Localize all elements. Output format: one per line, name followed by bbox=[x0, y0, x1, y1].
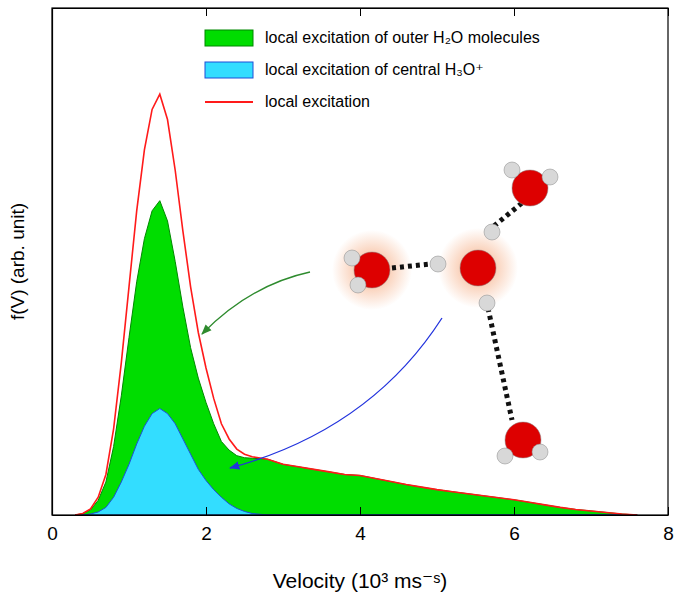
x-axis-top bbox=[53, 8, 669, 16]
pointer-arrow bbox=[230, 318, 442, 468]
plot-frame bbox=[52, 8, 668, 515]
hydrogen-atom bbox=[504, 162, 520, 178]
legend-swatch bbox=[205, 101, 253, 103]
excitation-glow bbox=[438, 228, 518, 308]
x-tick-mark bbox=[360, 507, 361, 515]
x-tick-mark bbox=[514, 507, 515, 515]
hydrogen-bond bbox=[494, 203, 522, 226]
x-tick-mark bbox=[206, 8, 207, 16]
legend: local excitation of outer H₂O molecules l… bbox=[205, 29, 540, 110]
area-series bbox=[75, 201, 637, 515]
x-tick: 6 bbox=[509, 507, 520, 544]
x-tick-label: 0 bbox=[47, 523, 58, 544]
line-series bbox=[75, 94, 637, 515]
hydrogen-atom bbox=[350, 277, 366, 293]
x-tick-label: 8 bbox=[663, 523, 674, 544]
legend-label: local excitation of central H₃O⁺ bbox=[265, 61, 484, 78]
x-tick: 4 bbox=[355, 507, 366, 544]
x-tick bbox=[360, 8, 361, 16]
hydrogen-atom bbox=[497, 448, 513, 464]
x-tick-mark bbox=[206, 507, 207, 515]
area-series bbox=[75, 409, 637, 515]
legend-swatch bbox=[205, 30, 253, 46]
hydrogen-atom bbox=[542, 169, 558, 185]
x-tick bbox=[668, 8, 669, 16]
x-tick-mark bbox=[514, 8, 515, 16]
hydrogen-atom bbox=[484, 224, 500, 240]
legend-label: local excitation of outer H₂O molecules bbox=[265, 29, 540, 46]
x-axis-line bbox=[53, 515, 669, 516]
legend-label: local excitation bbox=[265, 93, 370, 110]
hydrogen-atom bbox=[430, 256, 446, 272]
x-tick bbox=[206, 8, 207, 16]
hydrogen-bond bbox=[392, 264, 430, 268]
oxygen-atom bbox=[460, 250, 496, 286]
x-tick-label: 2 bbox=[201, 523, 212, 544]
pointer-arrow bbox=[202, 272, 310, 334]
y-axis bbox=[52, 9, 53, 516]
chart: 0 2 4 6 8 Velocity (10³ ms⁻ˢ) f(V) (arb. unit)… bbox=[0, 0, 684, 610]
y-axis-line bbox=[52, 9, 53, 516]
x-tick-label: 4 bbox=[355, 523, 366, 544]
x-tick-mark bbox=[668, 507, 669, 515]
hydrogen-atom bbox=[532, 444, 548, 460]
x-tick-mark bbox=[668, 8, 669, 16]
molecule-illustration bbox=[202, 162, 558, 468]
hydrogen-bond bbox=[488, 308, 512, 420]
x-tick: 8 bbox=[663, 507, 674, 544]
x-tick-mark bbox=[360, 8, 361, 16]
marks bbox=[75, 94, 637, 515]
x-tick: 2 bbox=[201, 507, 212, 544]
x-tick bbox=[514, 8, 515, 16]
hydrogen-atom bbox=[344, 250, 360, 266]
excitation-glow bbox=[332, 230, 412, 310]
y-axis-title: f(V) (arb. unit) bbox=[7, 203, 28, 320]
legend-swatch bbox=[205, 62, 253, 78]
plot: 0 2 4 6 8 bbox=[47, 8, 674, 544]
x-axis-title: Velocity (10³ ms⁻ˢ) bbox=[273, 569, 448, 592]
x-tick-label: 6 bbox=[509, 523, 520, 544]
x-axis: 0 2 4 6 8 bbox=[47, 507, 674, 544]
hydrogen-atom bbox=[479, 295, 495, 311]
